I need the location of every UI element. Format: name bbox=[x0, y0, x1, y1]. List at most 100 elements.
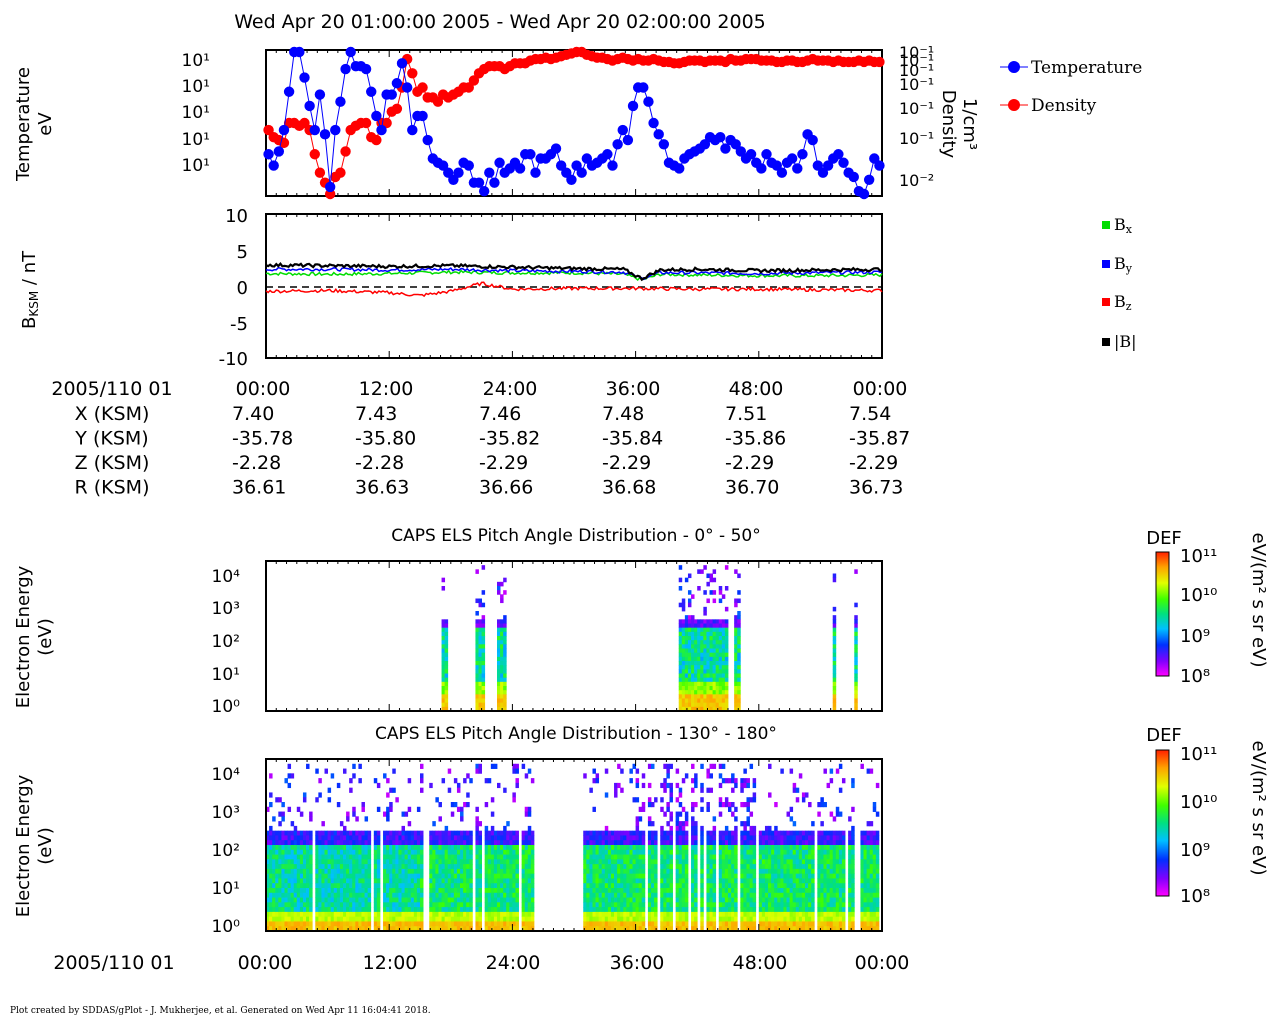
spectrogram-cell bbox=[324, 854, 328, 860]
spectrogram-cell bbox=[364, 878, 369, 884]
spectrogram-cell bbox=[293, 911, 298, 918]
spectrogram-cell bbox=[721, 911, 726, 918]
spectrogram-cell bbox=[666, 768, 670, 774]
spectrogram-cell bbox=[490, 830, 495, 836]
spectrogram-cell bbox=[703, 611, 707, 616]
spectrogram-cell bbox=[413, 840, 418, 846]
spectrogram-cell bbox=[287, 773, 292, 779]
spectrogram-cell bbox=[343, 868, 347, 875]
spectrogram-cell bbox=[306, 916, 310, 922]
spectrogram-cell bbox=[278, 868, 282, 875]
spectrogram-cell bbox=[287, 916, 292, 922]
spectrogram-cell bbox=[761, 854, 766, 860]
spectrogram-cell bbox=[299, 873, 304, 879]
spectrogram-cell bbox=[681, 602, 686, 608]
spectrogram-cell bbox=[330, 773, 335, 779]
spectrogram-cell bbox=[404, 897, 409, 903]
spectrogram-cell bbox=[724, 686, 729, 691]
spectrogram-cell bbox=[478, 702, 482, 708]
spectrogram-cell bbox=[475, 859, 479, 865]
spectrogram-cell bbox=[638, 868, 643, 875]
spectrogram-cell bbox=[336, 921, 341, 927]
ephemeris-value: 36.61 bbox=[232, 477, 286, 499]
spectrogram-cell bbox=[601, 897, 606, 903]
spectrogram-cell bbox=[512, 840, 516, 846]
spectrogram-cell bbox=[324, 859, 328, 865]
spectrogram-cell bbox=[614, 897, 618, 903]
spectrogram-cell bbox=[386, 883, 390, 889]
spectrogram-cell bbox=[737, 631, 741, 637]
spectrogram-cell bbox=[629, 888, 633, 894]
spectrogram-cell bbox=[386, 792, 390, 798]
spectrogram-cell bbox=[441, 907, 446, 913]
spectrogram-cell bbox=[826, 859, 831, 865]
spectrogram-cell bbox=[524, 921, 529, 927]
spectrogram-cell bbox=[478, 845, 482, 851]
spectrogram-cell bbox=[749, 835, 754, 841]
spectrogram-cell bbox=[407, 873, 412, 879]
spectrogram-cell bbox=[527, 768, 532, 774]
spectrogram-cell bbox=[786, 907, 790, 913]
spectrogram-cell bbox=[678, 631, 683, 637]
spectrogram-cell bbox=[497, 854, 501, 860]
spectrogram-cell bbox=[792, 873, 797, 879]
spectrogram-cell bbox=[737, 706, 741, 712]
spectrogram-cell bbox=[832, 656, 837, 662]
spectrogram-cell bbox=[823, 897, 827, 903]
spectrogram-cell bbox=[771, 868, 775, 875]
spectrogram-cell bbox=[604, 916, 609, 922]
spectrogram-cell bbox=[302, 792, 307, 798]
spectrogram-cell bbox=[697, 677, 701, 683]
spectrogram-cell bbox=[820, 830, 824, 836]
spectrogram-cell bbox=[651, 873, 655, 879]
spectrogram-cell bbox=[808, 845, 812, 851]
spectrogram-cell bbox=[854, 648, 858, 654]
spectrogram-cell bbox=[734, 907, 738, 913]
spectrogram-cell bbox=[352, 916, 356, 922]
spectrogram-cell bbox=[432, 888, 436, 894]
spectrogram-cell bbox=[420, 921, 424, 927]
spectrogram-cell bbox=[469, 921, 473, 927]
spectrogram-cell bbox=[583, 888, 587, 894]
spectrogram-cell bbox=[694, 825, 698, 832]
spectrogram-cell bbox=[595, 868, 600, 875]
spectrogram-cell bbox=[521, 845, 526, 851]
spectrogram-cell bbox=[463, 840, 467, 846]
spectrogram-cell bbox=[420, 873, 424, 879]
spectrogram-cell bbox=[758, 864, 763, 870]
spectrogram-cell bbox=[721, 921, 726, 927]
spectrogram-cell bbox=[281, 902, 285, 908]
spectrogram-cell bbox=[647, 854, 652, 860]
spectrogram-cell bbox=[764, 921, 769, 927]
spectrogram-cell bbox=[324, 864, 328, 870]
spectrogram-cell bbox=[327, 849, 332, 855]
spectrogram-cell bbox=[635, 830, 640, 836]
spectrogram-cell bbox=[481, 602, 486, 608]
spectrogram-cell bbox=[829, 778, 834, 784]
spectrogram-cell bbox=[269, 830, 273, 836]
spectrogram-cell bbox=[771, 897, 775, 903]
spectrogram-cell bbox=[503, 892, 507, 898]
spectrogram-cell bbox=[404, 849, 409, 855]
spectrogram-cell bbox=[475, 690, 479, 695]
spectrogram-cell bbox=[795, 840, 800, 846]
spectrogram-cell bbox=[330, 907, 335, 913]
spectrogram-cell bbox=[706, 652, 710, 658]
spectrogram-cell bbox=[743, 778, 747, 784]
spectrogram-cell bbox=[758, 907, 763, 913]
spectrogram-cell bbox=[768, 926, 772, 932]
els-130-180-title: CAPS ELS Pitch Angle Distribution - 130°… bbox=[375, 724, 777, 744]
spectrogram-cell bbox=[620, 878, 624, 884]
spectrogram-cell bbox=[330, 849, 335, 855]
spectrogram-cell bbox=[272, 835, 276, 841]
spectrogram-cell bbox=[386, 835, 390, 841]
spectrogram-cell bbox=[709, 686, 713, 691]
els-0-50-frame bbox=[265, 560, 883, 712]
spectrogram-cell bbox=[343, 911, 347, 918]
spectrogram-cell bbox=[490, 926, 495, 932]
spectrogram-cell bbox=[703, 631, 707, 637]
spectrogram-cell bbox=[349, 830, 353, 836]
spectrogram-cell bbox=[435, 878, 439, 884]
spectrogram-cell bbox=[355, 888, 359, 894]
spectrogram-cell bbox=[614, 892, 618, 898]
